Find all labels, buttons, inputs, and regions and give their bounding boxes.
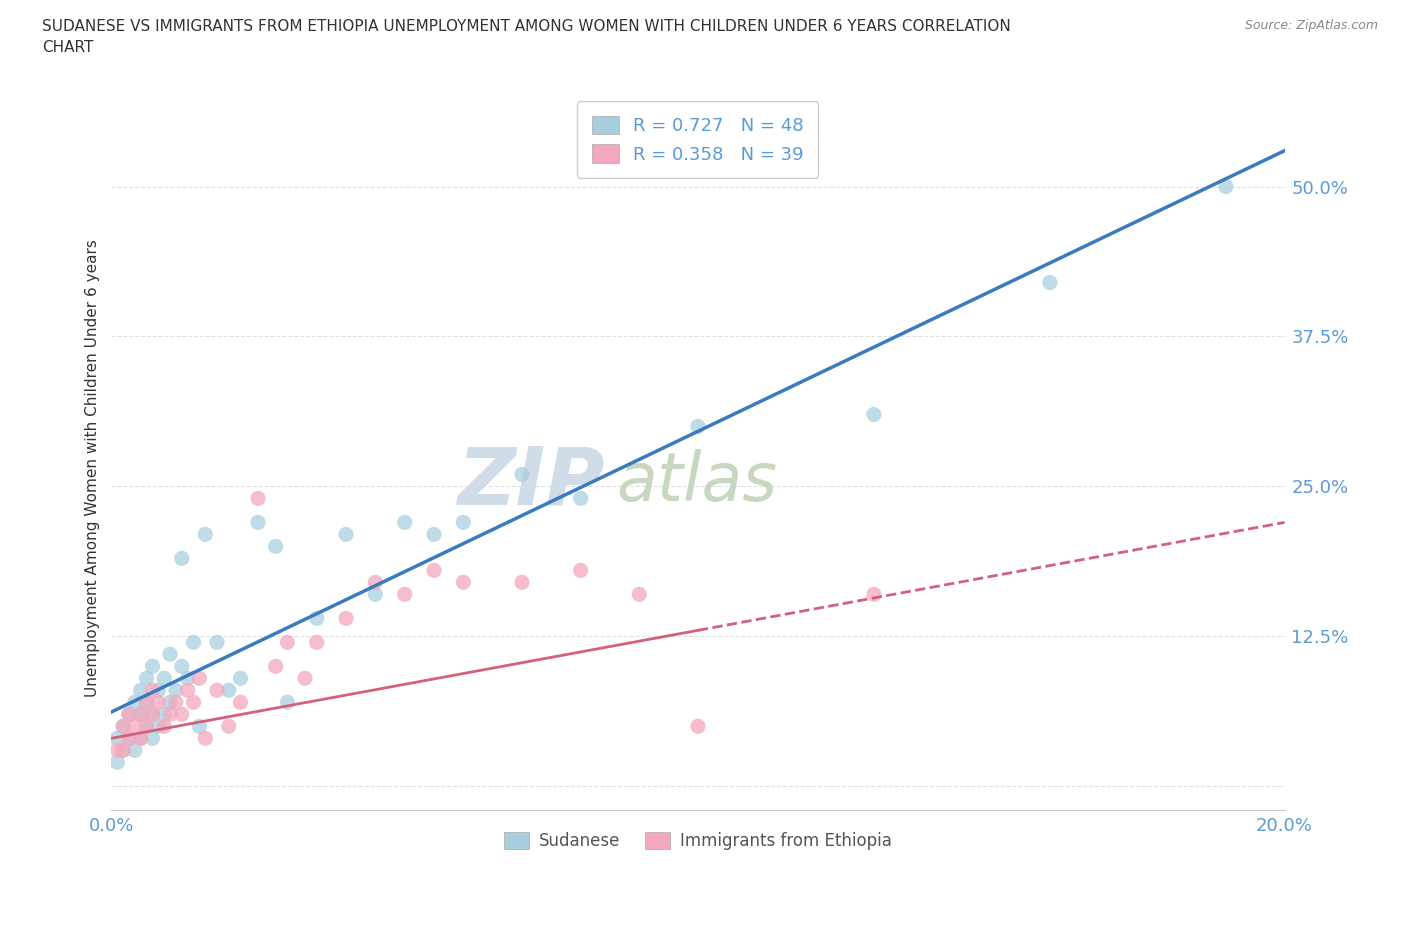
Point [153,707,176,722]
Point [135,719,157,734]
Point [194,527,217,542]
Point [176,683,198,698]
Point [135,695,157,710]
Point [105,743,128,758]
Point [153,671,176,685]
Point [569,563,592,578]
Point [569,491,592,506]
Y-axis label: Unemployment Among Women with Children Under 6 years: Unemployment Among Women with Children U… [86,240,100,698]
Point [276,695,298,710]
Text: SUDANESE VS IMMIGRANTS FROM ETHIOPIA UNEMPLOYMENT AMONG WOMEN WITH CHILDREN UNDE: SUDANESE VS IMMIGRANTS FROM ETHIOPIA UNE… [42,19,1011,55]
Point [394,515,416,530]
Point [247,491,270,506]
Point [129,731,152,746]
Point [153,719,176,734]
Point [148,695,170,710]
Point [165,695,187,710]
Point [124,743,146,758]
Text: Source: ZipAtlas.com: Source: ZipAtlas.com [1244,19,1378,32]
Point [194,731,217,746]
Point [141,683,163,698]
Point [170,707,193,722]
Text: ZIP: ZIP [457,443,605,521]
Point [118,707,141,722]
Point [118,731,141,746]
Point [112,719,135,734]
Point [628,587,651,602]
Point [159,695,181,710]
Point [124,695,146,710]
Point [148,719,170,734]
Point [135,671,157,685]
Point [176,671,198,685]
Point [305,635,328,650]
Point [105,755,128,770]
Point [165,683,187,698]
Point [129,731,152,746]
Point [686,419,709,434]
Point [276,635,298,650]
Point [229,671,252,685]
Point [1215,179,1237,194]
Point [510,575,533,590]
Point [218,719,240,734]
Point [135,719,157,734]
Point [148,683,170,698]
Point [453,515,475,530]
Point [141,707,163,722]
Point [141,658,163,673]
Legend: Sudanese, Immigrants from Ethiopia: Sudanese, Immigrants from Ethiopia [498,825,898,857]
Point [129,707,152,722]
Point [159,707,181,722]
Point [141,731,163,746]
Point [118,731,141,746]
Point [183,635,205,650]
Point [247,515,270,530]
Point [188,719,211,734]
Point [294,671,316,685]
Point [135,695,157,710]
Point [159,647,181,662]
Point [335,611,357,626]
Point [218,683,240,698]
Point [453,575,475,590]
Point [129,707,152,722]
Point [394,587,416,602]
Point [686,719,709,734]
Point [170,551,193,565]
Point [229,695,252,710]
Point [364,575,387,590]
Point [129,683,152,698]
Point [118,707,141,722]
Point [335,527,357,542]
Point [112,743,135,758]
Point [510,467,533,482]
Point [863,407,886,422]
Point [1039,275,1062,290]
Point [305,611,328,626]
Point [863,587,886,602]
Point [141,707,163,722]
Point [112,743,135,758]
Point [423,563,446,578]
Point [112,719,135,734]
Text: atlas: atlas [616,449,778,515]
Point [423,527,446,542]
Point [105,731,128,746]
Point [124,719,146,734]
Point [264,658,287,673]
Point [188,671,211,685]
Point [205,683,228,698]
Point [170,658,193,673]
Point [364,587,387,602]
Point [183,695,205,710]
Point [205,635,228,650]
Point [264,539,287,554]
